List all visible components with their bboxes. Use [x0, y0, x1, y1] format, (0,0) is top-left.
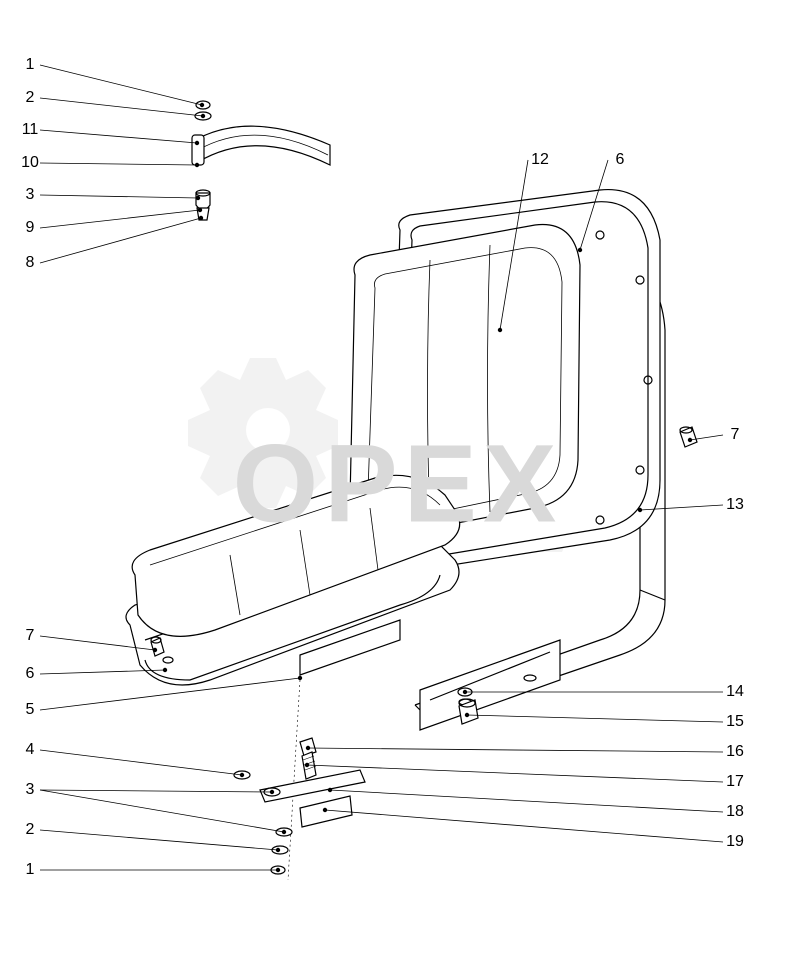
callout-16-20: 16 — [726, 743, 744, 761]
callout-2-16: 2 — [26, 821, 35, 839]
callout-9-5: 9 — [26, 219, 35, 237]
center-stud — [234, 680, 365, 880]
callout-7-11: 7 — [26, 627, 35, 645]
callout-15-19: 15 — [726, 713, 744, 731]
callout-3-15: 3 — [26, 781, 35, 799]
fastener-7-right — [680, 427, 697, 447]
callout-2-1: 2 — [26, 89, 35, 107]
strap-assembly — [192, 126, 330, 165]
callout-5-13: 5 — [26, 701, 35, 719]
callout-6-12: 6 — [26, 665, 35, 683]
callout-17-21: 17 — [726, 773, 744, 791]
callout-1-17: 1 — [26, 861, 35, 879]
callout-19-23: 19 — [726, 833, 744, 851]
callout-18-22: 18 — [726, 803, 744, 821]
diagram-canvas: OPEX — [0, 0, 795, 967]
callout-12-7: 12 — [531, 151, 549, 169]
callout-14-18: 14 — [726, 683, 744, 701]
callout-1-0: 1 — [26, 56, 35, 74]
callout-13-10: 13 — [726, 496, 744, 514]
callout-8-6: 8 — [26, 254, 35, 272]
callout-7-9: 7 — [731, 426, 740, 444]
parts-drawing — [0, 0, 795, 967]
callout-6-8: 6 — [616, 151, 625, 169]
callout-4-14: 4 — [26, 741, 35, 759]
callout-11-2: 11 — [22, 121, 39, 139]
callout-3-4: 3 — [26, 186, 35, 204]
callout-10-3: 10 — [21, 154, 39, 172]
